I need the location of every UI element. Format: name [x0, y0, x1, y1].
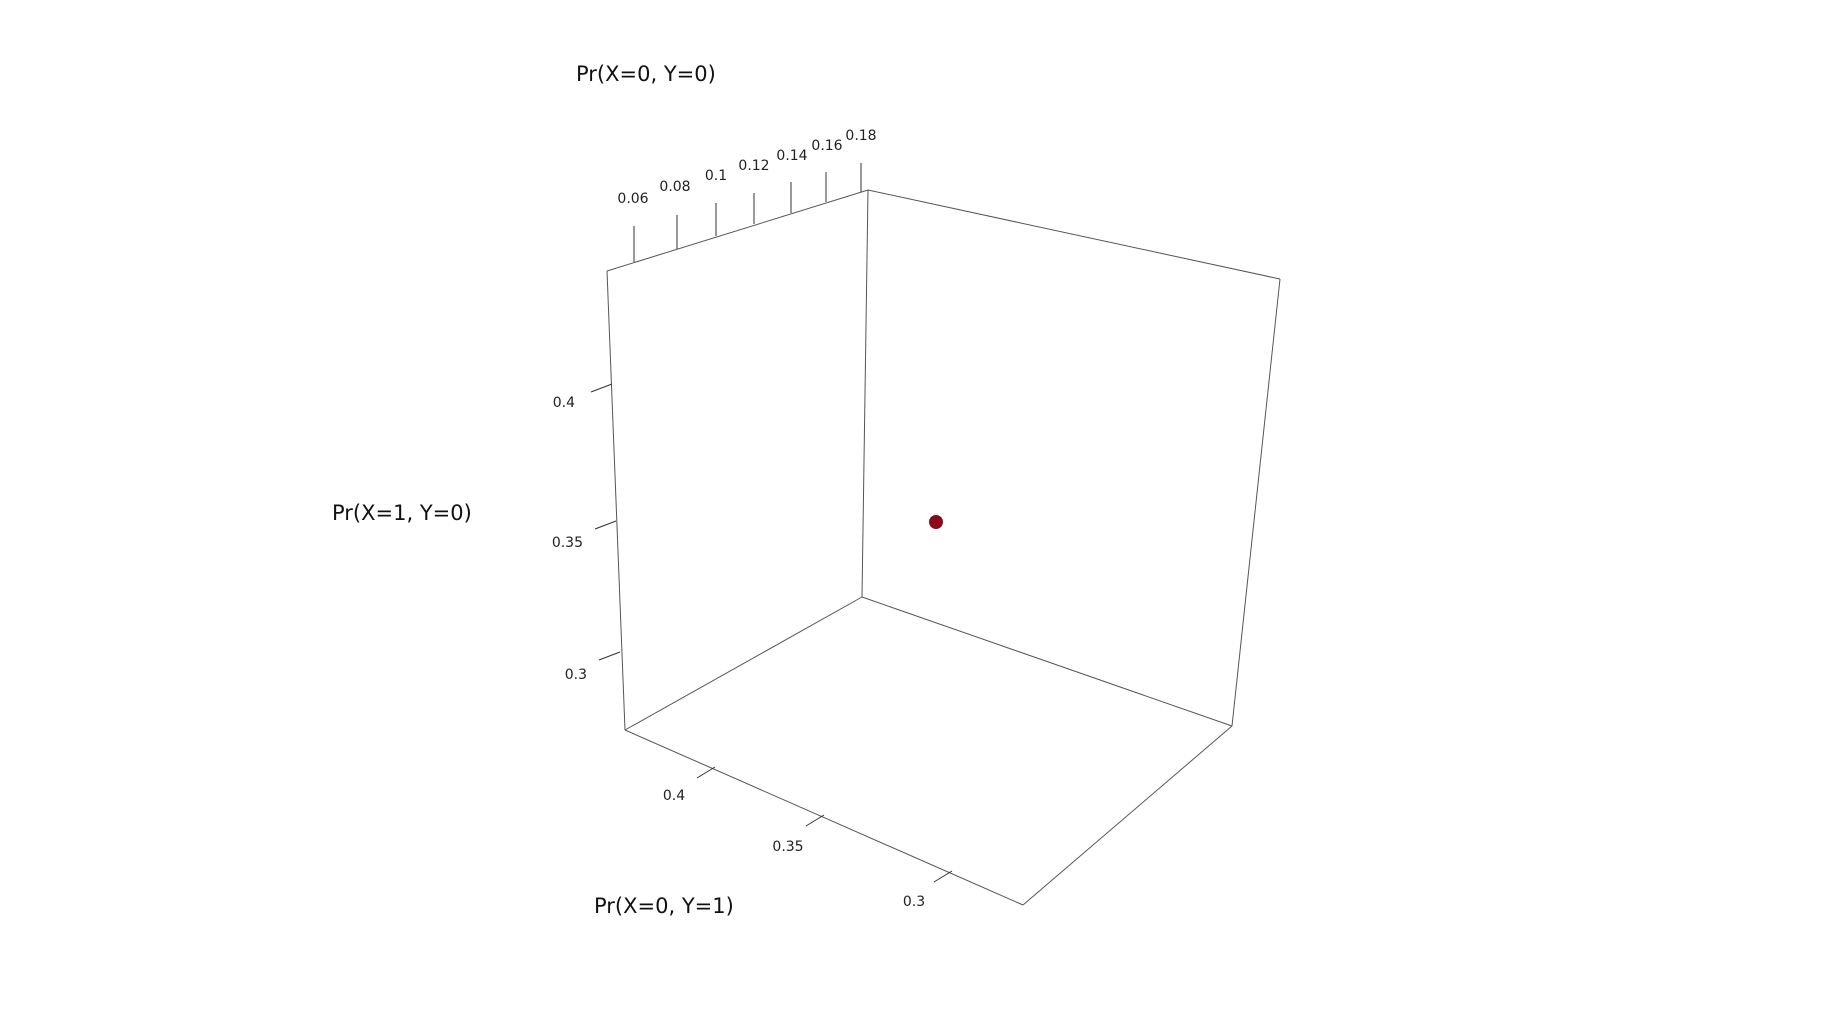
- x-tick-label: 0.08: [659, 179, 690, 195]
- box-edge-floor-back-left: [624, 596, 863, 731]
- y-tick-mark: [594, 520, 617, 530]
- x-axis: 0.06 0.08 0.1 0.12 0.14 0.16 0.18 Pr(X=0…: [576, 62, 877, 262]
- z-tick-label: 0.4: [663, 788, 685, 804]
- x-tick-label: 0.14: [776, 148, 807, 164]
- box-edge-floor-right: [1022, 725, 1233, 906]
- box-edge-top-left: [606, 189, 869, 272]
- z-axis-title: Pr(X=0, Y=1): [594, 894, 734, 918]
- y-tick-label: 0.4: [553, 395, 575, 411]
- box-edge-right-vertical: [1231, 278, 1281, 727]
- x-tick-label: 0.18: [845, 128, 876, 144]
- box-edge-top-right: [867, 189, 1281, 280]
- box-edge-floor-back-right: [861, 596, 1233, 727]
- y-tick-label: 0.3: [565, 667, 587, 683]
- x-tick-label: 0.1: [705, 168, 727, 184]
- x-axis-title: Pr(X=0, Y=0): [576, 62, 716, 86]
- box-edge-front-left: [606, 270, 626, 731]
- y-tick-mark: [598, 651, 621, 661]
- x-tick-label: 0.12: [738, 158, 769, 174]
- z-tick-label: 0.35: [772, 839, 803, 855]
- data-points: [929, 515, 943, 529]
- x-tick-label: 0.06: [617, 191, 648, 207]
- z-tick-mark: [933, 870, 953, 883]
- data-point: [929, 515, 943, 529]
- z-tick-mark: [805, 814, 825, 827]
- y-axis: 0.4 0.35 0.3 Pr(X=1, Y=0): [332, 383, 621, 683]
- z-tick-label: 0.3: [903, 894, 925, 910]
- z-axis: 0.4 0.35 0.3 Pr(X=0, Y=1): [594, 766, 953, 918]
- y-axis-title: Pr(X=1, Y=0): [332, 501, 472, 525]
- box-frame: [606, 189, 1281, 906]
- box-edge-floor-front: [624, 729, 1024, 906]
- y-tick-mark: [590, 383, 613, 393]
- y-tick-label: 0.35: [552, 535, 583, 551]
- x-tick-label: 0.16: [811, 138, 842, 154]
- box-edge-back-vertical: [861, 189, 869, 598]
- z-tick-mark: [696, 766, 716, 779]
